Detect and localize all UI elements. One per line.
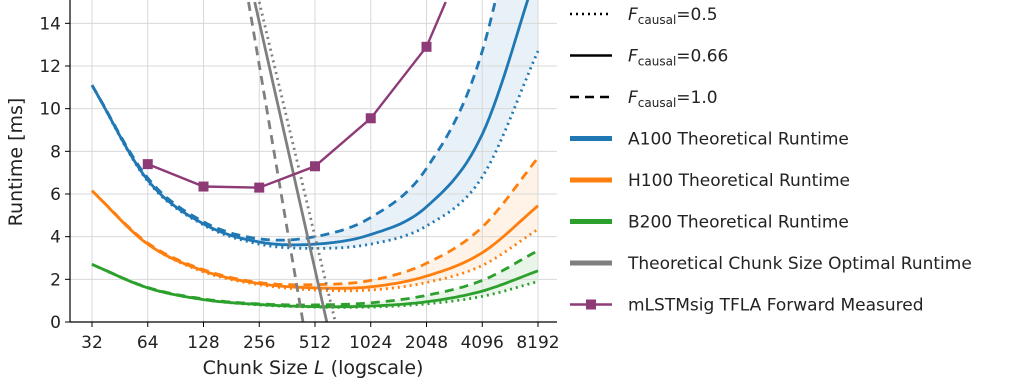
x-tick-label: 4096 xyxy=(461,333,504,353)
causal-symbol: F xyxy=(628,47,638,67)
measured-marker xyxy=(142,159,153,170)
x-tick-label: 128 xyxy=(187,333,219,353)
causal-symbol: F xyxy=(628,5,638,25)
optimal-line xyxy=(247,1,305,322)
y-tick-label: 8 xyxy=(50,142,61,162)
causal-value: =1.0 xyxy=(676,88,717,108)
legend-label-causal: Fcausal=1.0 xyxy=(628,88,718,110)
legend-label-causal: Fcausal=0.5 xyxy=(628,5,718,27)
optimal-line xyxy=(257,1,337,322)
causal-symbol: F xyxy=(628,88,638,108)
x-axis-label-tail: (logscale) xyxy=(325,357,424,379)
x-tick-label: 32 xyxy=(81,333,103,353)
x-tick-label: 2048 xyxy=(405,333,448,353)
measured-markers xyxy=(142,41,432,193)
causal-subscript: causal xyxy=(638,55,677,69)
theoretical-line xyxy=(91,189,539,293)
theoretical-line xyxy=(91,249,539,307)
x-tick-label: 64 xyxy=(137,333,159,353)
measured-marker xyxy=(421,41,432,52)
measured-marker xyxy=(310,161,320,172)
theoretical-line xyxy=(91,156,540,287)
causal-subscript: causal xyxy=(638,13,677,27)
x-tick-label: 1024 xyxy=(349,333,392,353)
tick-labels: 32 64 128 256 512 1024 2048 4096 8192 0 2 4 6 8 10 12 14 xyxy=(39,14,559,353)
y-tick-label: 2 xyxy=(50,270,61,290)
x-tick-label: 256 xyxy=(243,333,275,353)
axes xyxy=(65,0,557,327)
causal-subscript: causal xyxy=(638,96,677,110)
x-tick-label: 8192 xyxy=(516,333,559,353)
measured-marker xyxy=(254,182,265,193)
legend-label-series: H100 Theoretical Runtime xyxy=(628,171,850,191)
legend-label-series: mLSTMsig TFLA Forward Measured xyxy=(628,296,924,316)
legend-label-series: B200 Theoretical Runtime xyxy=(628,213,849,233)
y-tick-label: 4 xyxy=(50,228,61,248)
measured-marker xyxy=(198,181,209,192)
y-tick-label: 12 xyxy=(39,57,61,77)
causal-value: =0.66 xyxy=(676,47,728,67)
theoretical-line xyxy=(90,0,497,242)
legend-label-series: Theoretical Chunk Size Optimal Runtime xyxy=(627,254,972,274)
y-tick-label: 10 xyxy=(39,100,61,120)
measured-marker xyxy=(365,113,376,124)
legend-label-causal: Fcausal=0.66 xyxy=(628,47,728,69)
y-tick-label: 0 xyxy=(50,313,61,333)
theoretical-line xyxy=(90,0,530,247)
causal-value: =0.5 xyxy=(676,5,717,25)
x-axis-label-main: Chunk Size xyxy=(203,357,314,379)
legend-label-series: A100 Theoretical Runtime xyxy=(628,130,849,150)
y-tick-label: 6 xyxy=(50,185,61,205)
optimal-line xyxy=(253,1,329,322)
x-axis-label: Chunk Size L (logscale) xyxy=(203,357,424,379)
legend-marker xyxy=(586,299,596,310)
y-tick-label: 14 xyxy=(39,14,61,34)
x-tick-label: 512 xyxy=(299,333,331,353)
x-axis-label-variable: L xyxy=(314,357,325,379)
y-axis-label: Runtime [ms] xyxy=(5,98,27,227)
